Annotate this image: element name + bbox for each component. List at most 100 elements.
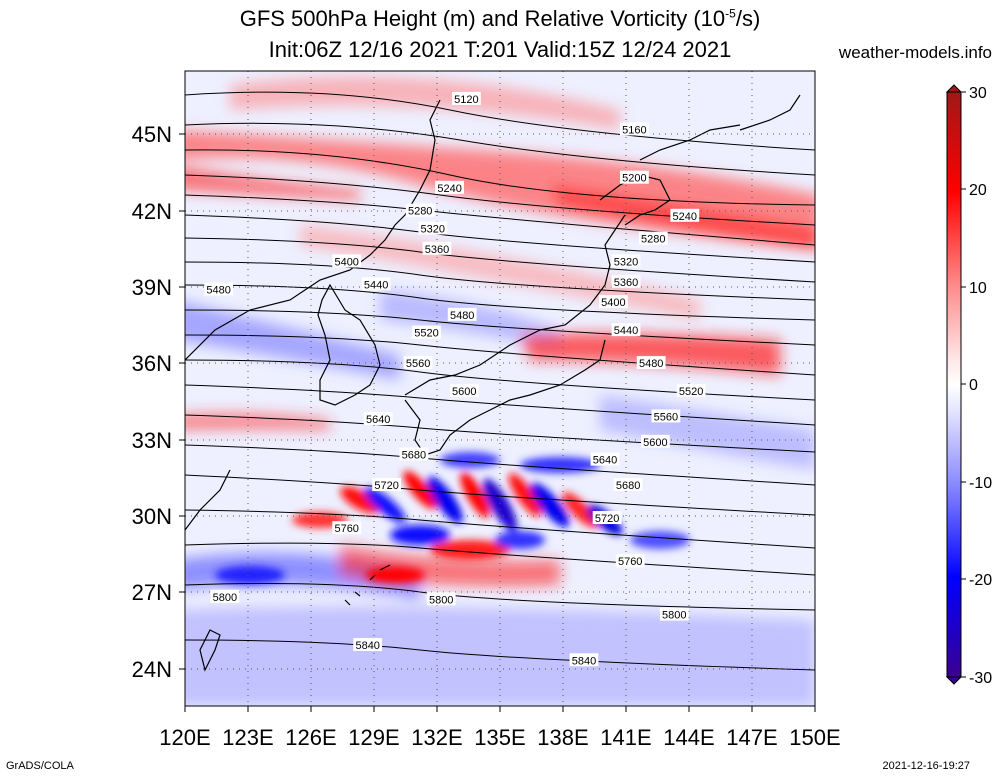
lat-label: 42N bbox=[132, 199, 172, 224]
contour-label: 5680 bbox=[402, 450, 426, 462]
contour-label: 5520 bbox=[414, 328, 438, 340]
lon-label: 123E bbox=[222, 725, 273, 750]
colorbar-gradient bbox=[946, 91, 962, 678]
contour-label: 5840 bbox=[355, 640, 379, 652]
contour-label: 5360 bbox=[614, 277, 638, 289]
contour-label: 5480 bbox=[639, 358, 663, 370]
contour-label: 5560 bbox=[654, 411, 678, 423]
contour-label: 5800 bbox=[429, 594, 453, 606]
lon-label: 126E bbox=[285, 725, 336, 750]
contour-label: 5800 bbox=[662, 610, 686, 622]
site-credit: weather-models.info bbox=[838, 43, 992, 62]
contour-label-bg bbox=[372, 478, 401, 492]
contour-label: 5440 bbox=[364, 279, 388, 291]
contour-label-bg bbox=[412, 325, 441, 339]
lon-label: 144E bbox=[663, 725, 714, 750]
contour-label-bg bbox=[611, 274, 641, 288]
contour-label: 5440 bbox=[614, 325, 638, 337]
contour-label: 5560 bbox=[406, 358, 430, 370]
latitude-labels: 24N 27N 30N 33N 36N 39N 42N 45N bbox=[132, 122, 172, 682]
contour-label: 5120 bbox=[454, 94, 478, 106]
colorbar-label: 0 bbox=[969, 377, 978, 394]
contour-label: 5200 bbox=[622, 173, 646, 185]
contour-label-bg bbox=[405, 203, 435, 217]
lon-label: 129E bbox=[348, 725, 399, 750]
contour-label-bg bbox=[332, 254, 362, 268]
contour-label: 5240 bbox=[437, 183, 461, 195]
contour-label-bg bbox=[651, 409, 681, 423]
contour-label-bg bbox=[204, 282, 233, 296]
contour-label: 5400 bbox=[601, 297, 625, 309]
chart-subtitle: Init:06Z 12/16 2021 T:201 Valid:15Z 12/2… bbox=[268, 37, 732, 62]
contour-label: 5400 bbox=[334, 257, 358, 269]
contour-label-bg bbox=[592, 511, 622, 525]
contour-labels: 5120516052005240524052805280532053205360… bbox=[204, 91, 706, 667]
contour-label-bg bbox=[611, 254, 641, 268]
contour-label: 5680 bbox=[616, 480, 640, 492]
contour-label-bg bbox=[452, 91, 481, 105]
colorbar-label: -30 bbox=[969, 670, 992, 687]
coastlines bbox=[185, 94, 801, 672]
contour-label: 5520 bbox=[679, 386, 703, 398]
lat-label: 39N bbox=[132, 275, 172, 300]
contour-label-bg bbox=[447, 307, 477, 321]
lon-label: 132E bbox=[411, 725, 462, 750]
contour-label-bg bbox=[620, 170, 649, 184]
contour-label: 5320 bbox=[614, 257, 638, 269]
lon-label: 147E bbox=[726, 725, 777, 750]
contour-label: 5800 bbox=[213, 592, 237, 604]
lon-label: 141E bbox=[600, 725, 651, 750]
contour-label: 5280 bbox=[641, 234, 665, 246]
contour-label: 5840 bbox=[572, 655, 596, 667]
contour-label: 5720 bbox=[595, 513, 619, 525]
contour-label: 5760 bbox=[334, 523, 358, 535]
lat-label: 36N bbox=[132, 351, 172, 376]
contour-label-bg bbox=[676, 384, 706, 398]
contour-label: 5720 bbox=[374, 480, 398, 492]
contour-label: 5240 bbox=[673, 211, 697, 223]
contour-label-bg bbox=[426, 592, 456, 606]
lat-label: 45N bbox=[132, 122, 172, 147]
contour-label-bg bbox=[659, 607, 689, 621]
lat-label: 30N bbox=[132, 504, 172, 529]
contour-label-bg bbox=[641, 434, 670, 448]
contour-label: 5360 bbox=[425, 244, 449, 256]
longitude-labels: 120E 123E 126E 129E 132E 135E 138E 141E … bbox=[159, 725, 840, 750]
lon-label: 120E bbox=[159, 725, 210, 750]
contour-label-bg bbox=[590, 452, 620, 466]
contour-label-bg bbox=[403, 356, 433, 370]
axis-ticks bbox=[179, 133, 816, 712]
contour-label-bg bbox=[399, 447, 429, 461]
contour-label-bg bbox=[418, 221, 448, 235]
contour-label: 5600 bbox=[643, 437, 667, 449]
contour-label-bg bbox=[449, 384, 479, 398]
contour-label: 5320 bbox=[421, 223, 445, 235]
colorbar-label: -20 bbox=[969, 572, 992, 589]
contour-label: 5480 bbox=[206, 284, 230, 296]
lat-label: 27N bbox=[132, 580, 172, 605]
contour-label-bg bbox=[332, 521, 362, 535]
contour-label: 5760 bbox=[618, 556, 642, 568]
contour-label: 5640 bbox=[593, 455, 617, 467]
contour-label-bg bbox=[615, 554, 645, 568]
contour-label-bg bbox=[363, 411, 393, 425]
lat-label: 33N bbox=[132, 428, 172, 453]
contour-label-bg bbox=[620, 122, 649, 136]
lon-label: 138E bbox=[537, 725, 588, 750]
footer-timestamp: 2021-12-16-19:27 bbox=[882, 760, 970, 772]
contour-label-bg bbox=[361, 277, 391, 291]
contour-label-bg bbox=[599, 295, 628, 309]
contour-label-bg bbox=[611, 323, 641, 337]
contour-label-bg bbox=[670, 208, 700, 222]
colorbar-label: 20 bbox=[969, 182, 987, 199]
lon-label: 135E bbox=[474, 725, 525, 750]
lat-label: 24N bbox=[132, 657, 172, 682]
chart-title: GFS 500hPa Height (m) and Relative Vorti… bbox=[239, 6, 761, 31]
contour-label: 5640 bbox=[366, 414, 390, 426]
colorbar-label: -10 bbox=[969, 475, 992, 492]
colorbar-label: 10 bbox=[969, 280, 987, 297]
contour-label-bg bbox=[210, 589, 240, 603]
colorbar: 30 20 10 0 -10 -20 -30 bbox=[945, 84, 992, 687]
contour-label-bg bbox=[422, 241, 452, 255]
